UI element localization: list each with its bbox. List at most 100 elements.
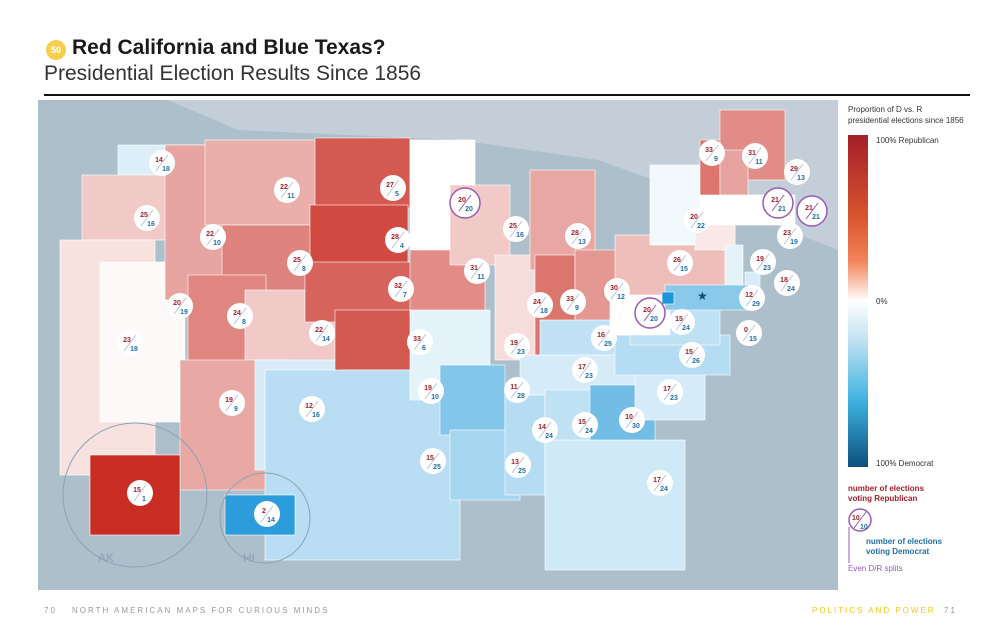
democrat-count: 24 [787,286,795,293]
republican-count: 33 [705,147,713,154]
democrat-count: 25 [518,468,526,475]
page-title: Red California and Blue Texas? [72,36,386,59]
republican-count: 19 [756,256,764,263]
democrat-count: 28 [517,393,525,400]
republican-count: 17 [663,386,671,393]
republican-count: 17 [578,364,586,371]
republican-count: 24 [533,299,541,306]
republican-count: 33 [413,336,421,343]
democrat-count: 13 [797,175,805,182]
legend-example-circle: 10 10 [848,508,872,563]
democrat-count: 22 [697,223,705,230]
state-result-badge: 339 [699,140,725,166]
alaska-label: AK [98,551,114,565]
republican-count: 32 [394,283,402,290]
republican-count: 15 [133,487,141,494]
state-result-badge: 015 [736,320,762,346]
democrat-count: 23 [763,265,771,272]
republican-count: 14 [155,157,163,164]
legend-example-d: 10 [860,524,868,531]
democrat-count: 23 [517,349,525,356]
democrat-count: 1 [142,496,146,503]
map-number-badge: 50 [46,40,66,60]
state-result-badge: 284 [385,227,411,253]
democrat-count: 21 [812,214,820,221]
footer-left-title: NORTH AMERICAN MAPS FOR CURIOUS MINDS [72,606,330,615]
democrat-count: 12 [617,294,625,301]
legend-democrat-label: number of elections voting Democrat [866,537,942,557]
legend-title: Proportion of D vs. R presidential electi… [848,104,964,126]
legend-dem-line2: voting Democrat [866,547,930,556]
republican-count: 22 [280,184,288,191]
democrat-count: 26 [692,358,700,365]
democrat-count: 13 [578,239,586,246]
democrat-count: 16 [516,232,524,239]
state-result-badge: 339 [560,289,586,315]
legend-even-label: Even D/R splits [848,564,903,573]
republican-count: 31 [470,265,478,272]
title-divider [44,94,970,96]
state-result-badge: 258 [287,250,313,276]
republican-count: 23 [123,337,131,344]
republican-count: 33 [566,296,574,303]
state-result-badge: 275 [380,175,406,201]
scale-top-label: 100% Republican [876,136,939,145]
republican-count: 22 [315,327,323,334]
republican-count: 12 [745,292,753,299]
republican-count: 18 [780,277,788,284]
republican-count: 20 [458,197,466,204]
republican-count: 28 [391,234,399,241]
democrat-count: 23 [670,395,678,402]
legend-dem-line1: number of elections [866,537,943,546]
legend-republican-label: number of elections voting Republican [848,484,924,504]
democrat-count: 11 [755,159,763,166]
republican-count: 27 [386,182,394,189]
state-result-badge: 199 [219,390,245,416]
democrat-count: 7 [403,292,407,299]
democrat-count: 14 [322,336,330,343]
democrat-count: 24 [585,428,593,435]
republican-count: 31 [748,150,756,157]
state-shape [504,394,546,496]
state-result-badge: 214 [254,501,280,527]
republican-count: 20 [690,214,698,221]
republican-count: 15 [675,316,683,323]
democrat-count: 19 [790,239,798,246]
state-shape [661,291,675,305]
legend-title-line1: Proportion of D vs. R [848,105,923,114]
democrat-count: 23 [585,373,593,380]
page-subtitle: Presidential Election Results Since 1856 [44,62,422,85]
republican-count: 2 [262,508,266,515]
republican-count: 21 [805,205,813,212]
democrat-count: 24 [682,325,690,332]
state-result-badge: 248 [227,303,253,329]
democrat-count: 10 [431,394,439,401]
color-scale-bar [848,135,868,467]
republican-count: 19 [424,385,432,392]
democrat-count: 24 [660,486,668,493]
republican-count: 29 [790,166,798,173]
